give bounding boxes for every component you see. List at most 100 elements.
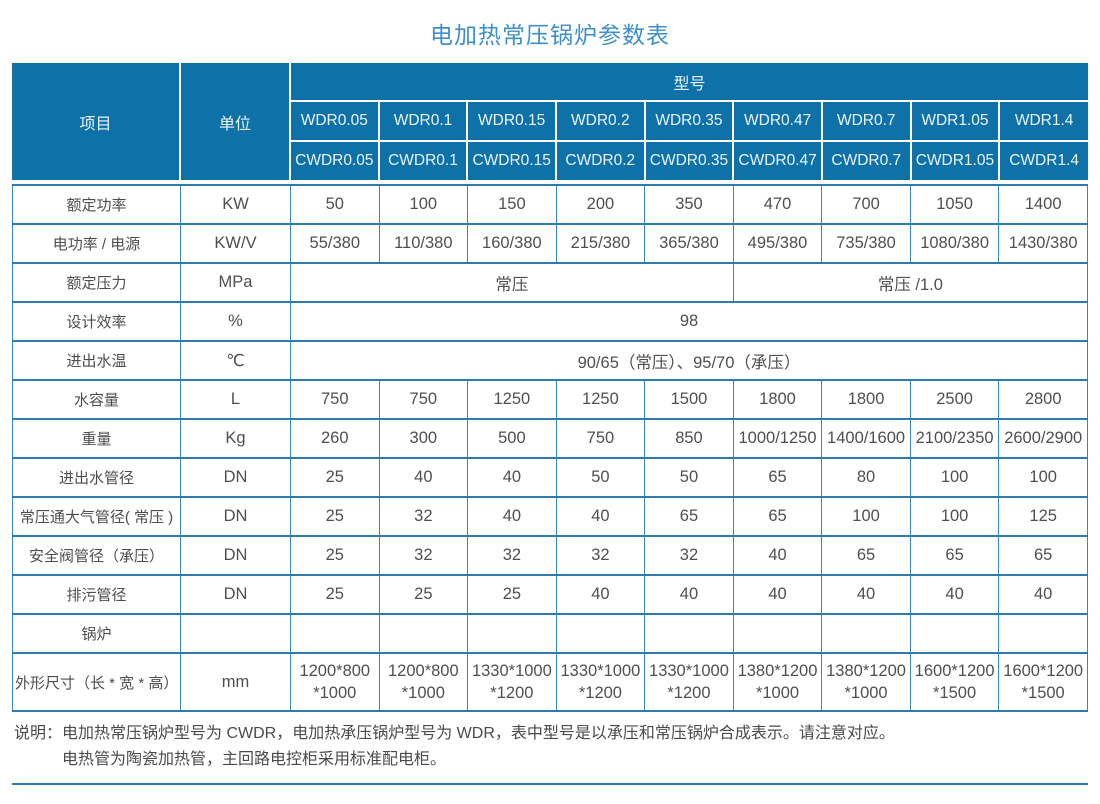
- row-unit: Kg: [180, 418, 291, 459]
- model-cell: WDR0.47: [732, 100, 823, 142]
- value-cell: 40: [555, 496, 646, 537]
- notes-label: 说明：: [14, 725, 63, 742]
- value-cell: 100: [909, 496, 1000, 537]
- value-cell: 470: [732, 184, 823, 225]
- value-cell: 32: [378, 535, 469, 576]
- parameter-table-body: 额定功率 KW 50 100 150 200 350 470 700 1050 …: [12, 184, 1089, 712]
- value-cell: 1430/380: [998, 223, 1088, 264]
- value-cell: 110/380: [378, 223, 469, 264]
- row-label: 安全阀管径（承压）: [12, 535, 181, 576]
- table-row: 水容量 L 750 750 1250 1250 1500 1800 1800 2…: [12, 379, 1088, 420]
- row-unit: DN: [180, 496, 291, 537]
- value-cell: 40: [998, 574, 1088, 615]
- value-cell: [732, 613, 823, 654]
- value-cell: 2100/2350: [909, 418, 1000, 459]
- table-row: 锅炉: [12, 613, 1088, 654]
- row-label: 重量: [12, 418, 181, 459]
- value-cell: 65: [821, 535, 911, 576]
- boiler-parameter-page: 电加热常压锅炉参数表 项目 单位 型号 WDR0.05 WDR0.1 WDR0.…: [0, 16, 1100, 804]
- note-line: 电加热常压锅炉型号为 CWDR，电加热承压锅炉型号为 WDR，表中型号是以承压和…: [62, 725, 895, 742]
- header-row-wdr: WDR0.05 WDR0.1 WDR0.15 WDR0.2 WDR0.35 WD…: [12, 100, 1088, 142]
- row-unit: %: [180, 301, 291, 342]
- value-cell: 1200*800 *1000: [378, 652, 469, 712]
- value-cell: 32: [467, 535, 557, 576]
- row-unit: DN: [180, 457, 291, 498]
- row-label: 进出水温: [12, 340, 181, 381]
- value-cell: 1600*1200 *1500: [909, 652, 1000, 712]
- value-cell: 65: [644, 496, 734, 537]
- value-cell: 300: [378, 418, 469, 459]
- value-cell: 50: [555, 457, 646, 498]
- value-cell: 40: [555, 574, 646, 615]
- model-cell: CWDR0.2: [554, 140, 646, 182]
- value-cell: 1250: [467, 379, 557, 420]
- value-cell: 1330*1000 *1200: [644, 652, 734, 712]
- row-unit: KW: [180, 184, 291, 225]
- header-unit: 单位: [179, 63, 291, 182]
- value-cell: 1330*1000 *1200: [467, 652, 557, 712]
- value-cell: 40: [909, 574, 1000, 615]
- header-item: 项目: [12, 63, 181, 182]
- value-cell: 40: [378, 457, 469, 498]
- value-cell: 100: [821, 496, 911, 537]
- model-cell: CWDR0.47: [732, 140, 823, 182]
- value-cell: 1330*1000 *1200: [555, 652, 646, 712]
- value-cell: 500: [467, 418, 557, 459]
- row-label: 常压通大气管径( 常压 ): [12, 496, 181, 537]
- model-cell: CWDR0.7: [820, 140, 912, 182]
- row-unit: [180, 613, 291, 654]
- value-cell: 25: [290, 496, 380, 537]
- value-cell: 40: [644, 574, 734, 615]
- value-cell: 1200*800 *1000: [290, 652, 380, 712]
- row-unit: ℃: [180, 340, 291, 381]
- row-label: 设计效率: [12, 301, 181, 342]
- row-label: 额定压力: [12, 262, 181, 303]
- value-cell: 32: [644, 535, 734, 576]
- row-label: 进出水管径: [12, 457, 181, 498]
- value-cell: 25: [290, 535, 380, 576]
- value-cell: 80: [821, 457, 911, 498]
- value-cell: 350: [644, 184, 734, 225]
- row-unit: KW/V: [180, 223, 291, 264]
- value-cell: 735/380: [821, 223, 911, 264]
- table-row: 设计效率 % 98: [12, 301, 1088, 342]
- model-cell: CWDR0.15: [466, 140, 557, 182]
- row-label: 外形尺寸（长 * 宽 * 高）: [12, 652, 181, 712]
- notes-lines: 电加热常压锅炉型号为 CWDR，电加热承压锅炉型号为 WDR，表中型号是以承压和…: [62, 721, 895, 772]
- value-cell: 700: [821, 184, 911, 225]
- value-cell: 40: [821, 574, 911, 615]
- table-row: 电功率 / 电源 KW/V 55/380 110/380 160/380 215…: [12, 223, 1088, 264]
- value-cell: 1080/380: [909, 223, 1000, 264]
- value-cell: 65: [732, 457, 823, 498]
- model-cell: CWDR0.35: [643, 140, 735, 182]
- value-cell: [821, 613, 911, 654]
- span-cell: 90/65（常压）、95/70（承压）: [290, 340, 1088, 381]
- value-cell: [467, 613, 557, 654]
- table-row: 排污管径 DN 25 25 25 40 40 40 40 40 40: [12, 574, 1088, 615]
- row-unit: mm: [180, 652, 291, 712]
- value-cell: 2500: [909, 379, 1000, 420]
- value-cell: [644, 613, 734, 654]
- table-row: 进出水管径 DN 25 40 40 50 50 65 80 100 100: [12, 457, 1088, 498]
- value-cell: 40: [467, 457, 557, 498]
- model-cell: WDR0.05: [289, 100, 380, 142]
- value-cell: 150: [467, 184, 557, 225]
- header-row-model-group: 项目 单位 型号: [12, 63, 1088, 182]
- value-cell: [290, 613, 380, 654]
- row-label: 排污管径: [12, 574, 181, 615]
- row-label: 额定功率: [12, 184, 181, 225]
- value-cell: 1600*1200 *1500: [998, 652, 1088, 712]
- value-cell: 750: [290, 379, 380, 420]
- model-cell: WDR0.1: [377, 100, 469, 142]
- row-label: 锅炉: [12, 613, 181, 654]
- model-cell: WDR1.4: [998, 100, 1088, 142]
- value-cell: 32: [555, 535, 646, 576]
- span-cell: 常压 /1.0: [732, 262, 1089, 303]
- value-cell: 25: [290, 457, 380, 498]
- value-cell: 65: [998, 535, 1088, 576]
- value-cell: [378, 613, 469, 654]
- note-line: 电热管为陶瓷加热管，主回路电控柜采用标准配电柜。: [62, 750, 447, 768]
- value-cell: 1500: [644, 379, 734, 420]
- value-cell: 40: [467, 496, 557, 537]
- value-cell: 750: [378, 379, 469, 420]
